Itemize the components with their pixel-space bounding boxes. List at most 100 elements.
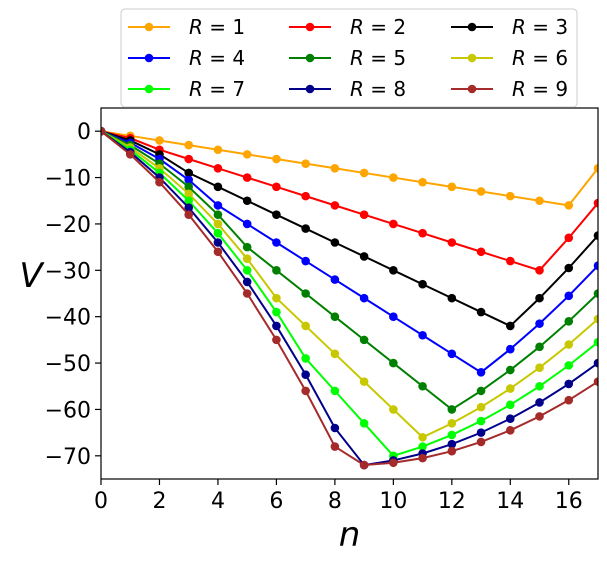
data-point-r3-n9 (359, 252, 369, 261)
data-point-r5-n4 (213, 210, 223, 219)
data-point-r2-n4 (213, 163, 223, 173)
legend-item-r4: R = 4 (128, 46, 245, 70)
y-tick-label: −30 (45, 259, 91, 284)
data-point-r4-n12 (447, 349, 457, 359)
data-point-r6-n8 (330, 349, 340, 359)
data-point-r6-n13 (476, 402, 486, 412)
data-point-r2-n14 (505, 256, 515, 266)
data-point-r5-n6 (272, 266, 281, 275)
data-point-r5-n16 (564, 317, 574, 326)
data-point-r1-n12 (447, 182, 457, 192)
legend-label: R = 9 (512, 77, 568, 101)
y-tick-label: −10 (45, 167, 91, 192)
data-point-r9-n11 (418, 453, 427, 463)
data-point-r5-n9 (359, 335, 369, 345)
legend-marker (467, 84, 477, 94)
data-point-r6-n7 (301, 321, 310, 331)
data-point-r9-n7 (301, 386, 310, 396)
series-r1 (101, 126, 598, 210)
data-point-r9-n4 (213, 247, 223, 257)
data-point-r1-n16 (564, 201, 574, 210)
data-point-r9-n1 (125, 150, 135, 159)
data-point-r3-n12 (447, 293, 457, 303)
data-point-r9-n16 (564, 395, 574, 405)
x-tick-label: 4 (211, 489, 225, 514)
data-point-r6-n12 (447, 419, 457, 428)
y-tick-label: −60 (45, 398, 91, 423)
data-point-r9-n0 (101, 126, 106, 136)
data-point-r3-n16 (564, 263, 574, 273)
data-point-r5-n8 (330, 312, 340, 321)
plot-area (101, 126, 598, 470)
data-point-r3-n10 (389, 266, 398, 275)
data-point-r7-n7 (301, 354, 310, 363)
data-point-r6-n9 (359, 377, 369, 386)
legend-item-r1: R = 1 (128, 15, 245, 39)
data-point-r9-n12 (447, 446, 457, 456)
data-point-r5-n14 (505, 365, 515, 375)
series-line-r6 (101, 130, 598, 439)
axes: 0 2 4 6 8 10 12 14 16 0 −10 −20 −30 −40 −50 −60 −70 n V (19, 107, 599, 555)
data-point-r6-n15 (535, 363, 544, 373)
data-point-r1-n14 (505, 191, 515, 201)
data-point-r7-n8 (330, 386, 340, 396)
data-point-r5-n15 (535, 342, 544, 352)
data-point-r4-n13 (476, 368, 486, 377)
data-point-r2-n3 (184, 154, 194, 164)
x-tick-label: 0 (94, 489, 108, 514)
data-point-r2-n12 (447, 238, 457, 247)
data-point-r9-n13 (476, 437, 486, 447)
data-point-r5-n3 (184, 182, 194, 192)
legend-label: R = 1 (189, 15, 245, 39)
x-tick-label: 6 (269, 489, 283, 514)
data-point-r7-n15 (535, 381, 544, 391)
data-point-r2-n15 (535, 266, 544, 275)
legend-marker (305, 84, 315, 94)
data-point-r2-n16 (564, 233, 574, 243)
data-point-r9-n15 (535, 412, 544, 421)
data-point-r4-n14 (505, 344, 515, 354)
data-point-r8-n14 (505, 414, 515, 424)
data-point-r7-n11 (418, 442, 427, 451)
data-point-r6-n3 (184, 189, 194, 199)
x-tick-label: 16 (555, 489, 583, 514)
data-point-r2-n7 (301, 191, 310, 201)
data-point-r8-n5 (242, 277, 252, 287)
data-point-r4-n11 (418, 330, 427, 340)
data-point-r2-n8 (330, 201, 340, 210)
legend-label: R = 5 (350, 46, 406, 70)
data-point-r8-n15 (535, 398, 544, 407)
data-point-r7-n9 (359, 419, 369, 428)
series-r2 (101, 126, 598, 275)
data-point-r6-n6 (272, 293, 281, 303)
data-point-r7-n13 (476, 416, 486, 426)
x-axis-label: n (339, 515, 361, 555)
series-r3 (101, 126, 598, 331)
plot-frame (100, 107, 599, 480)
data-point-r6-n11 (418, 432, 427, 442)
legend-item-r5: R = 5 (289, 46, 406, 70)
data-point-r8-n6 (272, 321, 281, 331)
data-point-r1-n5 (242, 150, 252, 159)
data-point-r1-n7 (301, 159, 310, 168)
y-tick-label: −40 (45, 306, 91, 331)
data-point-r2-n17 (593, 198, 598, 208)
data-point-r3-n14 (505, 321, 515, 331)
series-line-r7 (101, 130, 598, 457)
data-point-r9-n17 (593, 377, 598, 386)
data-point-r3-n4 (213, 182, 223, 192)
legend-marker (144, 53, 154, 63)
legend-label: R = 4 (189, 46, 245, 70)
data-point-r3-n15 (535, 293, 544, 303)
data-point-r5-n17 (593, 289, 598, 298)
series-r9 (101, 126, 598, 470)
data-point-r5-n5 (242, 242, 252, 252)
data-point-r4-n10 (389, 312, 398, 321)
data-point-r8-n13 (476, 428, 486, 437)
data-point-r2-n11 (418, 228, 427, 238)
data-point-r1-n9 (359, 168, 369, 178)
data-point-r5-n7 (301, 289, 310, 298)
y-tick-label: −70 (45, 445, 91, 470)
legend-marker (144, 84, 154, 94)
data-point-r8-n16 (564, 379, 574, 389)
